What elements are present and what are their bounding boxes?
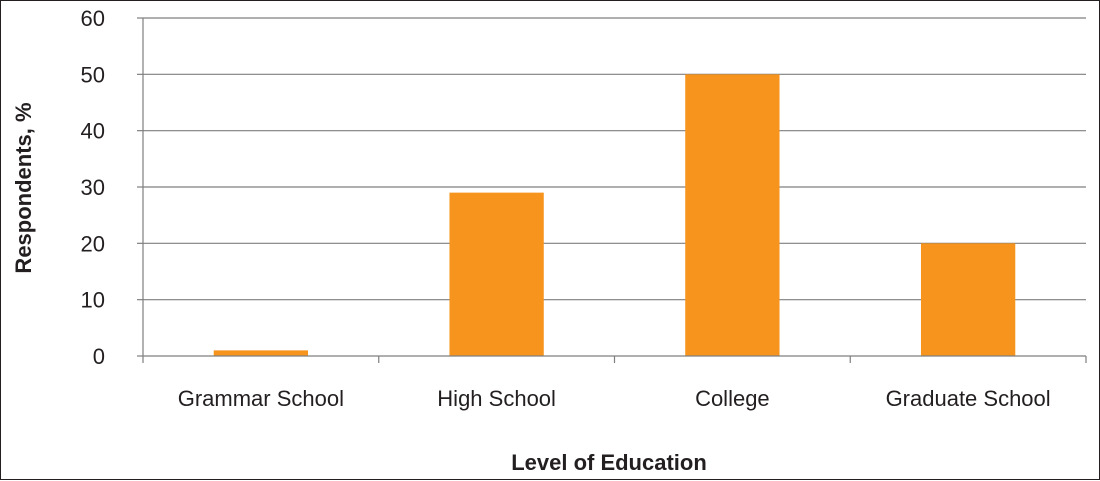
- bar-graduate-school: [920, 243, 1016, 356]
- y-tick-label-60: 60: [81, 6, 105, 31]
- y-tick-label-50: 50: [81, 62, 105, 87]
- bar-college: [685, 74, 780, 356]
- y-tick-label-40: 40: [81, 119, 105, 144]
- bar-grammar-school: [213, 350, 309, 356]
- x-axis-title: Level of Education: [511, 450, 707, 475]
- y-tick-labels: 0 10 20 30 40 50 60: [81, 6, 105, 369]
- bars: [213, 74, 1016, 356]
- x-tick-label-grammar-school: Grammar School: [178, 386, 344, 411]
- y-tick-label-10: 10: [81, 288, 105, 313]
- x-tick-label-college: College: [695, 386, 770, 411]
- y-tick-label-20: 20: [81, 231, 105, 256]
- y-tick-label-30: 30: [81, 175, 105, 200]
- x-tick-label-high-school: High School: [437, 386, 556, 411]
- x-tick-label-graduate-school: Graduate School: [886, 386, 1051, 411]
- axes: [137, 17, 1087, 363]
- y-axis-title: Respondents, %: [11, 102, 36, 273]
- x-tick-labels: Grammar School High School College Graduate…: [178, 386, 1051, 411]
- bar-high-school: [449, 192, 544, 356]
- y-tick-label-0: 0: [93, 344, 105, 369]
